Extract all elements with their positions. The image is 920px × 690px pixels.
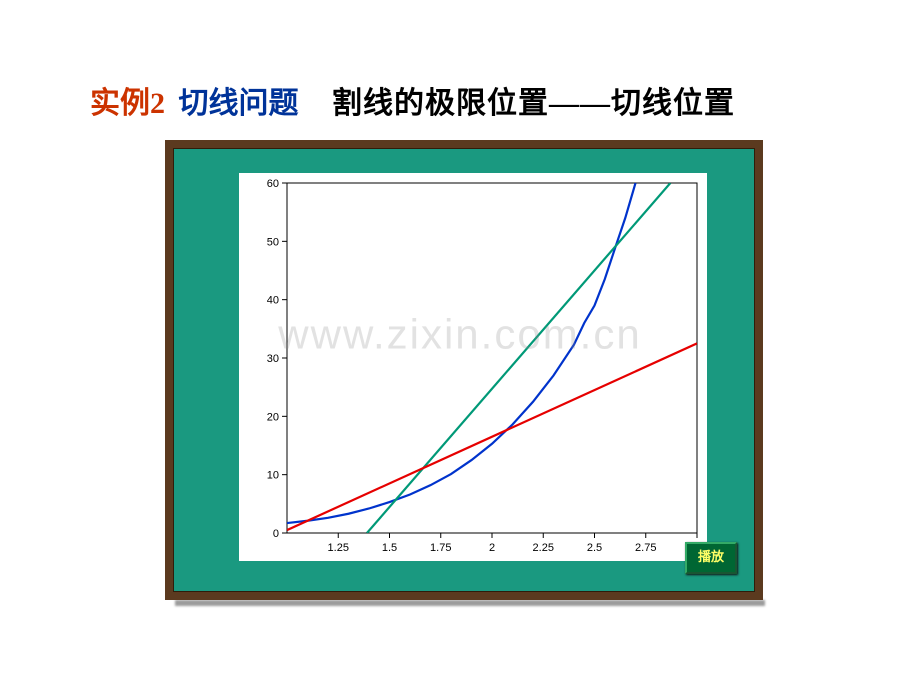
board-surface: 01020304050601.251.51.7522.252.52.753 播放 bbox=[173, 148, 755, 592]
description: 割线的极限位置——切线位置 bbox=[332, 87, 735, 120]
svg-text:20: 20 bbox=[267, 411, 279, 423]
svg-text:60: 60 bbox=[267, 178, 279, 190]
chart: 01020304050601.251.51.7522.252.52.753 bbox=[239, 173, 707, 561]
chart-svg: 01020304050601.251.51.7522.252.52.753 bbox=[239, 173, 707, 561]
svg-text:2.75: 2.75 bbox=[635, 542, 656, 554]
board-frame: 01020304050601.251.51.7522.252.52.753 播放 bbox=[165, 140, 763, 600]
svg-text:30: 30 bbox=[267, 353, 279, 365]
topic-label: 切线问题 bbox=[179, 87, 299, 120]
board-shadow bbox=[175, 600, 765, 606]
svg-text:40: 40 bbox=[267, 295, 279, 307]
slide-title: 实例2 切线问题 割线的极限位置——切线位置 bbox=[90, 78, 850, 122]
play-button[interactable]: 播放 bbox=[685, 542, 737, 574]
svg-text:0: 0 bbox=[273, 528, 279, 540]
svg-text:2.25: 2.25 bbox=[533, 542, 554, 554]
svg-text:1.5: 1.5 bbox=[382, 542, 397, 554]
example-number: 实例2 bbox=[90, 87, 165, 120]
chalkboard: 01020304050601.251.51.7522.252.52.753 播放 bbox=[165, 140, 763, 600]
svg-text:2.5: 2.5 bbox=[587, 542, 602, 554]
svg-text:2: 2 bbox=[489, 542, 495, 554]
svg-text:1.25: 1.25 bbox=[328, 542, 349, 554]
svg-text:50: 50 bbox=[267, 236, 279, 248]
svg-text:1.75: 1.75 bbox=[430, 542, 451, 554]
svg-text:10: 10 bbox=[267, 470, 279, 482]
